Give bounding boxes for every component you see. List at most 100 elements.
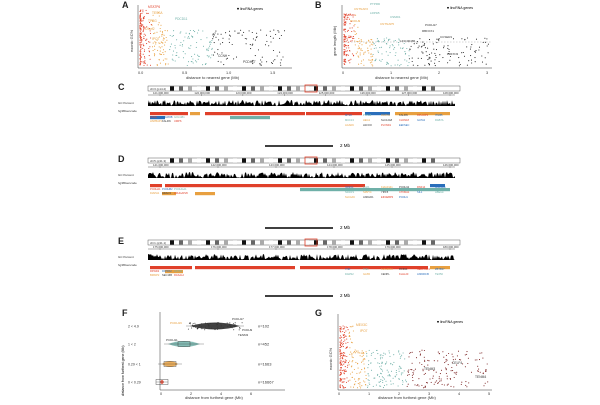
data-point: [372, 42, 374, 44]
chrom-name: chr3 (p14.2): [150, 87, 166, 91]
data-point: [383, 38, 385, 40]
data-point: [363, 363, 365, 365]
data-point: [380, 365, 382, 367]
data-point: [482, 41, 484, 43]
data-point: [139, 17, 141, 19]
data-point: [144, 27, 146, 29]
data-point: [346, 37, 348, 39]
data-point: [348, 35, 350, 37]
data-point: [438, 353, 440, 355]
data-point: [155, 43, 157, 45]
data-point: [352, 38, 354, 40]
data-point: [150, 24, 152, 26]
gene-label: DARS2: [345, 272, 354, 276]
data-point: [194, 31, 196, 33]
data-point: [141, 39, 143, 41]
data-point: [432, 377, 434, 379]
data-point: [467, 357, 469, 359]
data-point: [354, 40, 356, 42]
data-point: [428, 53, 430, 55]
data-point: [347, 60, 349, 62]
data-point: [164, 51, 166, 53]
data-point: [368, 349, 370, 351]
data-point: [408, 61, 410, 64]
data-point: [345, 326, 347, 328]
data-point: [229, 324, 231, 326]
data-point: [211, 47, 213, 49]
data-point: [164, 30, 166, 32]
data-point: [353, 37, 355, 40]
gene-label-a: PCDH17: [243, 60, 256, 64]
data-point: [397, 385, 399, 387]
data-point: [437, 38, 439, 40]
data-point: [225, 32, 227, 34]
data-point: [139, 30, 141, 32]
data-point: [154, 53, 156, 55]
data-point: [418, 378, 420, 380]
x-tick: 2: [190, 392, 192, 396]
data-point: [144, 61, 146, 63]
gene-label: ZBTB37: [435, 267, 445, 271]
data-point: [390, 380, 392, 382]
data-point: [361, 60, 363, 62]
data-point: [217, 33, 219, 35]
data-point: [430, 60, 432, 62]
data-point: [433, 370, 435, 372]
data-point: [349, 373, 352, 375]
data-point: [191, 61, 193, 63]
data-point: [368, 375, 370, 377]
data-point: [345, 50, 347, 52]
data-point: [344, 31, 346, 33]
data-point: [453, 372, 455, 374]
data-point: [405, 379, 407, 381]
data-point: [207, 324, 209, 326]
data-point: [354, 31, 356, 33]
data-point: [363, 358, 365, 360]
data-point: [371, 59, 373, 61]
data-point: [225, 58, 227, 60]
data-point: [464, 366, 466, 368]
data-point: [409, 48, 411, 50]
gene-bar: [195, 266, 295, 270]
data-point: [207, 323, 208, 325]
data-point: [448, 352, 450, 355]
data-point: [340, 354, 343, 357]
data-point: [153, 45, 156, 47]
data-point: [402, 381, 404, 383]
data-point: [343, 372, 345, 374]
data-point: [381, 361, 383, 363]
gene-label: TEX50: [435, 272, 443, 276]
data-point: [344, 60, 346, 62]
data-point: [156, 31, 158, 33]
data-point: [192, 36, 194, 38]
data-point: [206, 55, 208, 57]
data-point: [342, 381, 344, 383]
gene-bar: [365, 112, 390, 116]
data-point: [371, 64, 373, 66]
data-point: [341, 364, 343, 366]
data-point: [341, 385, 343, 387]
data-point: [354, 33, 356, 36]
gene-bar: [150, 266, 192, 270]
data-point: [345, 330, 347, 332]
data-point: [355, 14, 357, 16]
data-point: [466, 386, 468, 388]
data-point: [165, 63, 167, 65]
data-point: [394, 47, 396, 49]
data-point: [349, 59, 351, 61]
data-point: [388, 375, 390, 377]
data-point: [388, 374, 390, 376]
coord-tick: 144,000,000: [327, 163, 343, 167]
data-point: [478, 49, 480, 51]
data-point: [386, 361, 388, 363]
chrom-ideogram: [147, 85, 461, 92]
data-point: [357, 350, 359, 352]
gene-label: ITGB5: [435, 113, 443, 117]
data-point: [357, 26, 359, 28]
data-point: [419, 354, 421, 356]
data-point: [156, 64, 158, 67]
data-point: [402, 47, 404, 49]
data-point: [140, 20, 142, 22]
data-point: [411, 57, 413, 59]
panel-label-b: B: [315, 0, 322, 10]
